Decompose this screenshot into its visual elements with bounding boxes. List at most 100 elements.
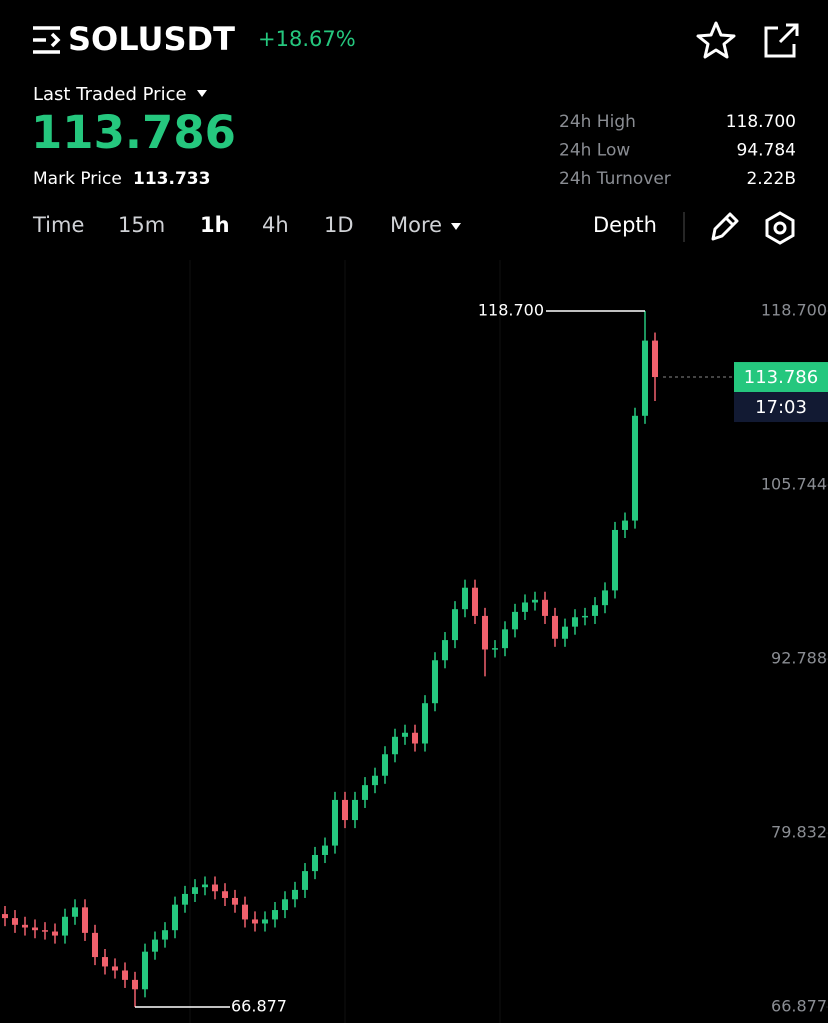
y-tick-label: 118.700 bbox=[761, 301, 827, 320]
candle-body bbox=[182, 893, 188, 905]
candle-body bbox=[412, 732, 418, 744]
candle-body bbox=[632, 415, 638, 521]
y-tick-label: 105.744 bbox=[761, 475, 827, 494]
candle-body bbox=[482, 615, 488, 650]
candle-body bbox=[92, 932, 98, 958]
stat-label: 24h High bbox=[559, 112, 636, 132]
candle-body bbox=[72, 907, 78, 917]
candle-body bbox=[442, 640, 448, 661]
candle-body bbox=[622, 520, 628, 530]
candle-body bbox=[592, 605, 598, 616]
settings-icon[interactable] bbox=[765, 211, 795, 245]
candle-body bbox=[282, 899, 288, 911]
candle-body bbox=[522, 602, 528, 612]
candle-body bbox=[102, 957, 108, 967]
candle-body bbox=[382, 754, 388, 776]
interval-tab[interactable]: 4h bbox=[262, 213, 289, 237]
candle-body bbox=[472, 587, 478, 616]
interval-tab[interactable]: 1h bbox=[200, 213, 230, 237]
menu-icon[interactable] bbox=[33, 26, 61, 54]
candle-body bbox=[232, 897, 238, 905]
interval-tab[interactable]: More bbox=[390, 213, 442, 237]
candle-body bbox=[112, 966, 118, 971]
candle-body bbox=[202, 884, 208, 888]
candle-body bbox=[292, 889, 298, 900]
mark-price: 113.733 bbox=[133, 169, 210, 189]
stat-label: 24h Turnover bbox=[559, 169, 671, 189]
last-price-label[interactable]: Last Traded Price bbox=[33, 84, 187, 105]
candle-body bbox=[172, 904, 178, 931]
depth-tab[interactable]: Depth bbox=[593, 213, 657, 237]
low-marker-label: 66.877 bbox=[231, 997, 287, 1016]
candle-body bbox=[42, 930, 48, 932]
countdown-tag bbox=[734, 392, 828, 423]
dropdown-arrow[interactable] bbox=[197, 90, 207, 97]
candle-body bbox=[652, 340, 658, 378]
stat-value: 2.22B bbox=[746, 169, 796, 189]
candle-body bbox=[342, 799, 348, 821]
stat-label: 24h Low bbox=[559, 141, 630, 161]
draw-icon[interactable] bbox=[711, 212, 739, 241]
candle-body bbox=[122, 970, 128, 980]
candle-body bbox=[22, 924, 28, 928]
more-arrow[interactable] bbox=[451, 223, 461, 230]
y-tick-label: 66.877 bbox=[771, 997, 827, 1016]
symbol[interactable]: SOLUSDT bbox=[68, 20, 235, 58]
candle-body bbox=[452, 609, 458, 641]
y-tick-label: 92.788 bbox=[771, 649, 827, 668]
interval-tab[interactable]: 15m bbox=[118, 213, 165, 237]
candle-body bbox=[142, 951, 148, 990]
candle-body bbox=[62, 916, 68, 936]
candle-body bbox=[212, 884, 218, 892]
candle-body bbox=[2, 914, 8, 919]
candle-body bbox=[562, 626, 568, 639]
last-price-tag bbox=[734, 362, 828, 393]
share-icon[interactable] bbox=[764, 23, 799, 58]
last-price: 113.786 bbox=[31, 106, 236, 159]
candle-body bbox=[322, 845, 328, 855]
candle-body bbox=[462, 587, 468, 610]
stat-value: 94.784 bbox=[737, 141, 796, 161]
candle-body bbox=[162, 930, 168, 940]
candle-body bbox=[432, 660, 438, 704]
candle-body bbox=[492, 648, 498, 650]
candle-body bbox=[252, 919, 258, 924]
favorite-icon[interactable] bbox=[696, 21, 736, 59]
vertical-grid bbox=[189, 260, 501, 1023]
candle-body bbox=[222, 891, 228, 898]
candle-body bbox=[352, 799, 358, 821]
candle-body bbox=[132, 979, 138, 990]
candle-body bbox=[332, 799, 338, 846]
candle-body bbox=[612, 529, 618, 591]
candle-body bbox=[602, 590, 608, 606]
candle-body bbox=[32, 927, 38, 931]
interval-tab[interactable]: Time bbox=[32, 213, 84, 237]
candle-body bbox=[262, 919, 268, 924]
candle-body bbox=[312, 854, 318, 872]
candle-body bbox=[302, 871, 308, 890]
candle-body bbox=[52, 931, 58, 936]
candle-body bbox=[582, 615, 588, 618]
candle-body bbox=[532, 599, 538, 603]
candle-body bbox=[362, 785, 368, 800]
candle-body bbox=[82, 907, 88, 933]
interval-tab[interactable]: 1D bbox=[324, 213, 354, 237]
candle-body bbox=[192, 887, 198, 894]
stat-value: 118.700 bbox=[726, 112, 796, 132]
countdown: 17:03 bbox=[755, 397, 807, 418]
candle-body bbox=[552, 615, 558, 639]
mark-price-label: Mark Price bbox=[33, 169, 122, 189]
candle-body bbox=[152, 939, 158, 952]
candle-body bbox=[422, 703, 428, 744]
candle-body bbox=[12, 918, 18, 925]
candle-body bbox=[272, 910, 278, 920]
high-marker-label: 118.700 bbox=[478, 301, 544, 320]
change: +18.67% bbox=[258, 27, 356, 51]
candle-body bbox=[572, 617, 578, 627]
last-price-tag-label: 113.786 bbox=[744, 367, 818, 388]
candle-body bbox=[402, 732, 408, 737]
y-tick-label: 79.832 bbox=[771, 823, 827, 842]
